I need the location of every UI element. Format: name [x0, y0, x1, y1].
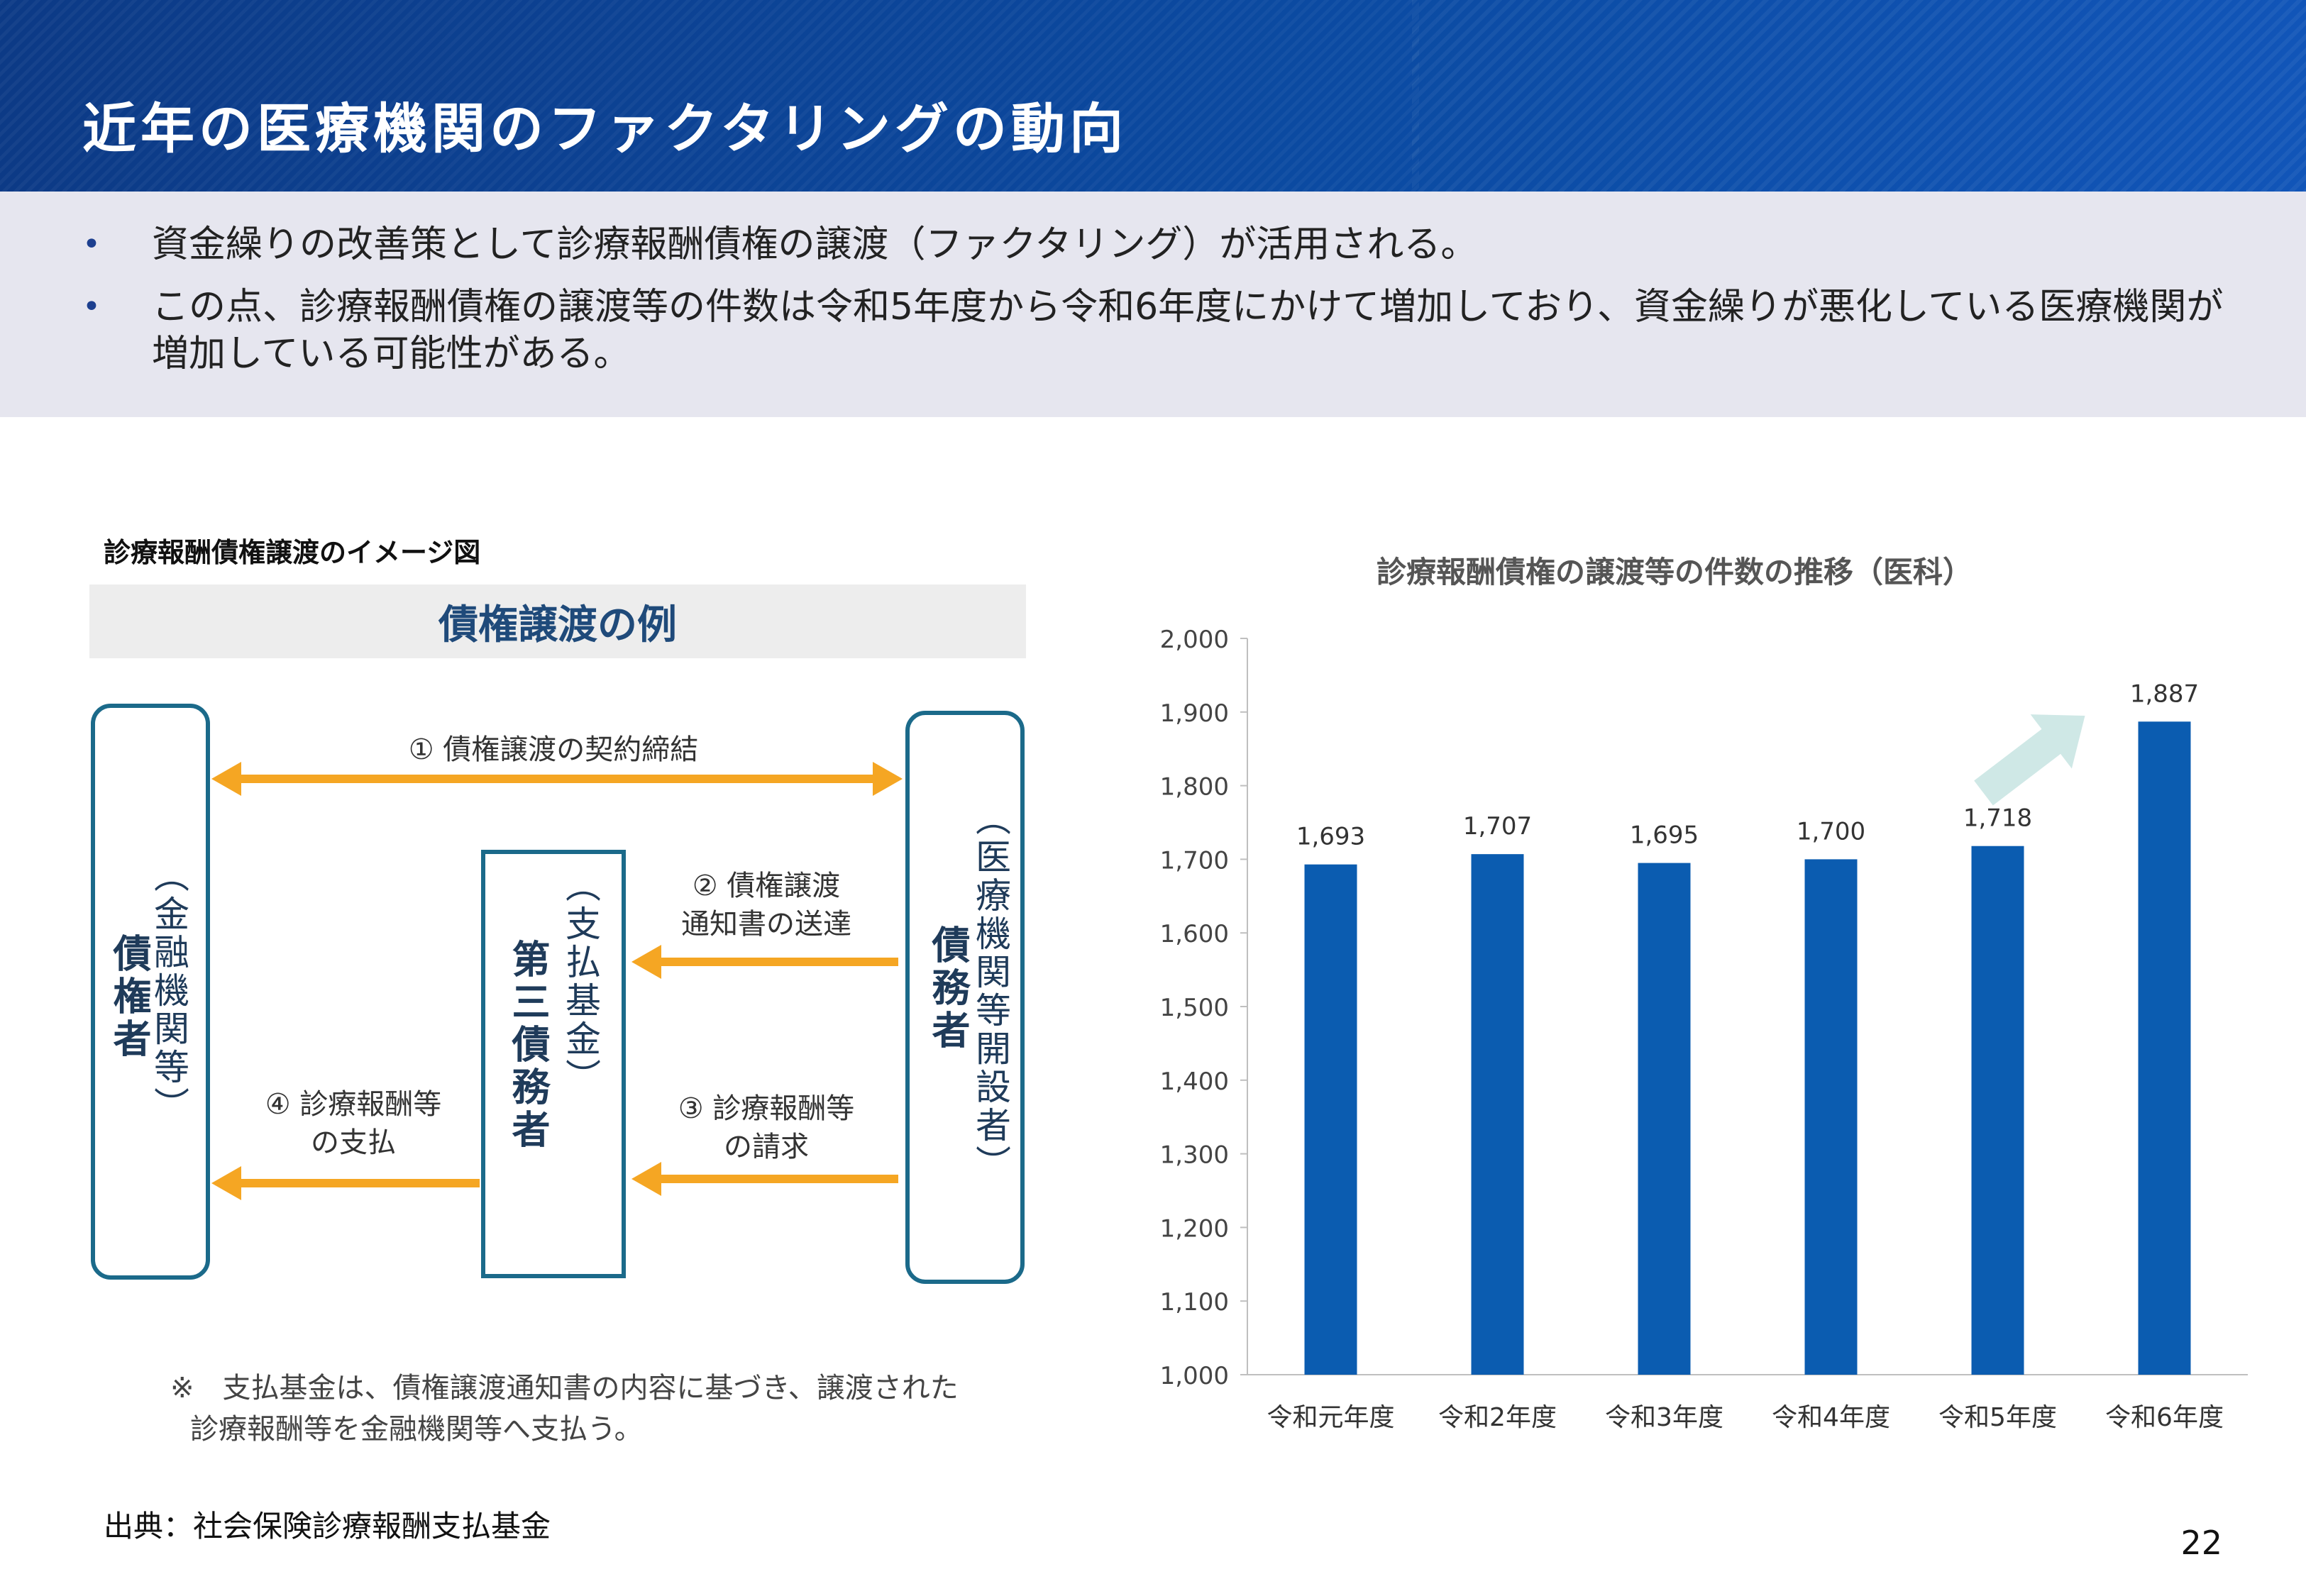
bar-chart: 1,000 1,100 1,200 1,300 1,400 1,500 1,600 1,700… — [1160, 626, 2248, 1432]
arrow-claim-line1: ③ 診療報酬等 — [678, 1092, 855, 1125]
diagram-note: ※ 支払基金は、債権譲渡通知書の内容に基づき、譲渡された 診療報酬等を金融機関等… — [170, 1368, 959, 1450]
bar-value-label: 1,700 — [1797, 817, 1865, 846]
arrow-payment — [211, 1166, 480, 1200]
y-tick-label: 1,400 — [1160, 1068, 1229, 1096]
x-tick-label: 令和元年度 — [1267, 1403, 1394, 1432]
y-tick-label: 1,100 — [1160, 1288, 1229, 1317]
arrow-claim-label: ③ 診療報酬等 の請求 — [639, 1090, 894, 1166]
header-texture-right — [1412, 0, 2306, 192]
creditor-box: （金融機関等） 債権者 — [91, 704, 210, 1280]
summary-panel: • 資金繰りの改善策として診療報酬債権の譲渡（ファクタリング）が活用される。 •… — [0, 192, 2306, 417]
x-tick-label: 令和6年度 — [2105, 1403, 2224, 1432]
bar — [1638, 863, 1691, 1375]
bar — [2138, 721, 2191, 1375]
x-tick-label: 令和5年度 — [1938, 1403, 2057, 1432]
y-tick-label: 1,700 — [1160, 846, 1229, 875]
arrow-notice-line1: ② 債権譲渡 — [692, 870, 841, 902]
arrow-claim-line2: の請求 — [724, 1131, 809, 1163]
arrow-notice-label: ② 債権譲渡 通知書の送達 — [639, 867, 894, 943]
arrow-payment-line1: ④ 診療報酬等 — [265, 1088, 442, 1121]
header-banner: 近年の医療機関のファクタリングの動向 — [0, 0, 2306, 192]
diagram-note-line1: ※ 支払基金は、債権譲渡通知書の内容に基づき、譲渡された — [170, 1372, 959, 1404]
third-party-sub: （支払基金） — [560, 867, 601, 1097]
bar — [1804, 859, 1858, 1375]
x-tick-label: 令和2年度 — [1438, 1403, 1557, 1432]
bullet-icon: • — [82, 289, 101, 325]
bullet-icon: • — [82, 226, 101, 262]
arrow-payment-label: ④ 診療報酬等 の支払 — [226, 1085, 481, 1162]
y-tick-label: 1,900 — [1160, 699, 1229, 728]
page-number: 22 — [2180, 1524, 2222, 1562]
arrow-notice-line2: 通知書の送達 — [681, 908, 851, 941]
arrow-payment-line2: の支払 — [311, 1126, 396, 1159]
example-heading: 債権譲渡の例 — [89, 584, 1026, 658]
summary-text: この点、診療報酬債権の譲渡等の件数は令和5年度から令和6年度にかけて増加しており… — [152, 286, 2224, 375]
header-texture — [0, 0, 1419, 192]
y-tick-label: 1,200 — [1160, 1214, 1229, 1243]
arrow-notice — [631, 945, 898, 979]
summary-list: • 資金繰りの改善策として診療報酬債権の譲渡（ファクタリング）が活用される。 •… — [82, 221, 2232, 393]
y-tick-label: 1,800 — [1160, 773, 1229, 802]
third-party-box: （支払基金） 第三債務者 — [481, 850, 626, 1278]
bar-value-label: 1,693 — [1296, 823, 1365, 851]
y-tick-label: 1,600 — [1160, 920, 1229, 948]
y-tick-label: 1,300 — [1160, 1141, 1229, 1170]
bar-value-label: 1,707 — [1463, 812, 1532, 841]
summary-item: • 資金繰りの改善策として診療報酬債権の譲渡（ファクタリング）が活用される。 — [82, 221, 2232, 268]
bar-value-label: 1,695 — [1630, 821, 1699, 850]
arrow-claim — [631, 1162, 898, 1196]
bar — [1304, 864, 1357, 1375]
chart-title: 診療報酬債権の譲渡等の件数の推移（医科） — [1376, 555, 1973, 589]
page-title: 近年の医療機関のファクタリングの動向 — [82, 97, 1127, 160]
y-tick-label: 1,500 — [1160, 994, 1229, 1022]
diagram-title: 診療報酬債権譲渡のイメージ図 — [104, 537, 481, 568]
creditor-sub: （金融機関等） — [148, 857, 189, 1125]
debtor-main: 債務者 — [925, 925, 970, 1053]
trend-arrow-icon — [1974, 714, 2085, 806]
source-note: 出典：社会保険診療報酬支払基金 — [104, 1509, 551, 1544]
bar-value-label: 1,887 — [2130, 680, 2199, 708]
third-party-main: 第三債務者 — [505, 939, 550, 1152]
bar — [1971, 846, 2024, 1375]
bar-value-label: 1,718 — [1963, 804, 2032, 833]
x-tick-label: 令和4年度 — [1772, 1403, 1890, 1432]
y-tick-label: 2,000 — [1160, 626, 1229, 654]
debtor-box: （医療機関等開設者） 債務者 — [905, 711, 1025, 1284]
x-tick-label: 令和3年度 — [1605, 1403, 1723, 1432]
creditor-main: 債権者 — [106, 933, 151, 1061]
debtor-sub: （医療機関等開設者） — [970, 800, 1011, 1183]
y-tick-label: 1,000 — [1160, 1362, 1229, 1390]
arrow-contract-label: ① 債権譲渡の契約締結 — [408, 733, 699, 766]
summary-text: 資金繰りの改善策として診療報酬債権の譲渡（ファクタリング）が活用される。 — [152, 223, 1478, 266]
diagram-note-line2: 診療報酬等を金融機関等へ支払う。 — [190, 1413, 643, 1446]
summary-item: • この点、診療報酬債権の譲渡等の件数は令和5年度から令和6年度にかけて増加して… — [82, 284, 2232, 377]
trend-arrow-shape — [1974, 714, 2085, 806]
bar — [1471, 854, 1524, 1375]
